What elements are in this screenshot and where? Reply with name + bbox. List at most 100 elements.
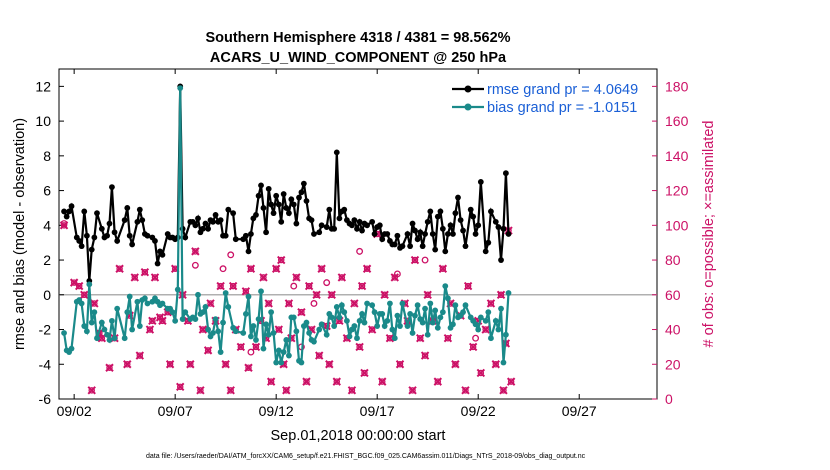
bias-point xyxy=(364,300,370,307)
bias-point xyxy=(195,291,201,298)
rmse-point xyxy=(296,194,302,201)
rmse-point xyxy=(460,227,466,234)
rmse-point xyxy=(316,229,323,236)
rmse-point xyxy=(263,229,269,236)
bias-point xyxy=(91,309,98,316)
rmse-point xyxy=(78,243,85,250)
rmse-point xyxy=(159,251,166,258)
obs-assimilated-marker xyxy=(140,268,150,277)
bias-point xyxy=(286,352,292,359)
data-file-footer: data file: /Users/raeder/DAI/ATM_forcXX/… xyxy=(146,453,586,460)
obs-assimilated-marker xyxy=(246,264,256,273)
bias-point xyxy=(273,359,280,366)
rmse-series-points xyxy=(61,83,512,284)
bias-point xyxy=(245,293,252,300)
y-axis-label: rmse and bias (model - observation) xyxy=(12,118,28,350)
obs-possible-marker xyxy=(219,265,227,273)
obs-assimilated-marker xyxy=(176,382,185,392)
obs-assimilated-marker xyxy=(476,368,486,378)
rmse-point xyxy=(488,208,494,215)
bias-point xyxy=(141,295,148,302)
bias-point xyxy=(500,359,507,366)
y-right-tick-label: 20 xyxy=(665,356,681,372)
rmse-point xyxy=(437,208,444,215)
y-right-tick-label: 0 xyxy=(665,391,673,407)
rmse-point xyxy=(136,206,143,213)
rmse-point xyxy=(356,218,363,225)
rmse-point xyxy=(81,208,88,215)
bias-point xyxy=(192,316,199,323)
obs-assimilated-marker xyxy=(271,264,281,273)
rmse-point xyxy=(283,205,290,211)
bias-point xyxy=(268,309,275,316)
rmse-point xyxy=(422,231,428,237)
bias-point xyxy=(129,326,136,333)
obs-assimilated-marker xyxy=(74,281,84,291)
rmse-point xyxy=(154,260,161,267)
bias-point xyxy=(222,290,229,296)
obs-assimilated-marker xyxy=(337,273,347,282)
y-right-tick-label: 120 xyxy=(665,183,689,199)
obs-assimilated-marker xyxy=(378,377,387,386)
bias-point xyxy=(159,300,166,307)
chart-title: Southern Hemisphere 4318 / 4381 = 98.562… xyxy=(205,30,510,46)
bias-point xyxy=(172,317,179,324)
obs-assimilated-marker xyxy=(506,377,516,386)
bias-point xyxy=(359,310,365,317)
obs-assimilated-marker xyxy=(221,360,230,369)
bias-point xyxy=(427,300,434,307)
rmse-point xyxy=(318,222,325,229)
obs-assimilated-marker xyxy=(468,342,478,352)
bias-point xyxy=(495,326,502,333)
bias-point xyxy=(488,335,494,342)
rmse-point xyxy=(288,196,295,203)
obs-assimilated-marker xyxy=(486,299,496,308)
bias-point xyxy=(331,323,338,329)
bias-point xyxy=(306,330,313,336)
rmse-point xyxy=(477,178,484,185)
obs-assimilated-marker xyxy=(228,281,238,291)
rmse-point xyxy=(369,218,376,225)
bias-point xyxy=(374,323,381,329)
rmse-point xyxy=(434,213,441,220)
y-right-tick-label: 100 xyxy=(665,217,689,233)
rmse-point xyxy=(336,215,343,222)
bias-point xyxy=(482,317,489,324)
rmse-point xyxy=(144,232,151,239)
bias-point xyxy=(179,316,186,323)
legend-rmse-marker xyxy=(464,85,472,93)
rmse-point xyxy=(409,220,416,227)
rmse-point xyxy=(98,225,105,232)
x-axis-ticks: 09/02 09/07 09/12 09/17 09/22 09/27 xyxy=(57,69,597,419)
obs-assimilated-marker xyxy=(150,273,160,282)
rmse-point xyxy=(245,248,252,255)
bias-point xyxy=(477,314,484,321)
obs-assimilated-marker xyxy=(461,386,470,395)
bias-point xyxy=(389,326,396,333)
rmse-point xyxy=(407,243,414,250)
obs-assimilated-marker xyxy=(463,281,473,291)
obs-assimilated-marker xyxy=(251,342,261,352)
obs-possible-marker xyxy=(60,220,68,228)
bias-point xyxy=(104,331,110,338)
bias-point xyxy=(61,330,67,336)
rmse-point xyxy=(498,257,504,263)
rmse-point xyxy=(457,217,464,224)
bias-point xyxy=(450,321,456,328)
x-tick-label: 09/22 xyxy=(461,403,496,419)
bias-point xyxy=(106,337,113,343)
bias-point xyxy=(424,331,431,338)
x-tick-label: 09/17 xyxy=(360,403,395,419)
obs-possible-marker xyxy=(356,247,364,255)
bias-point xyxy=(270,330,277,336)
bias-point xyxy=(144,300,151,307)
rmse-point xyxy=(286,210,292,217)
bias-point xyxy=(86,281,93,288)
rmse-point xyxy=(290,201,297,208)
bias-point xyxy=(498,305,504,312)
rmse-point xyxy=(230,210,237,217)
bias-point xyxy=(311,338,317,345)
bias-point xyxy=(404,323,411,329)
bias-point xyxy=(409,330,416,336)
bias-point xyxy=(328,314,335,321)
